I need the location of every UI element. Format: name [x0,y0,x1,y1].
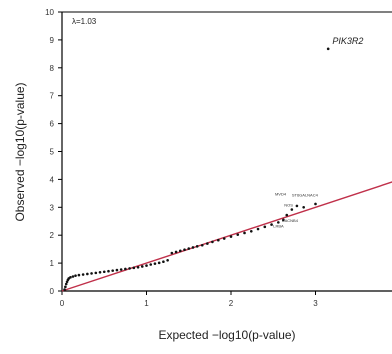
data-point [229,235,233,238]
y-ticks: 0 1 2 3 4 5 6 7 8 9 10 [45,8,62,296]
data-point [174,250,178,254]
x-ticks: 0 1 2 3 [60,291,318,308]
data-point [153,262,157,265]
data-point [157,261,161,265]
gene-label: LRBA [273,223,284,228]
data-point [166,259,169,262]
expected-reference-line [61,181,392,292]
data-point [107,269,110,273]
data-point [256,227,260,231]
data-point [243,231,246,235]
data-point [236,233,240,236]
y-tick-label: 1 [50,259,55,268]
data-point [136,265,140,269]
y-tick-label: 2 [50,231,55,240]
data-point [102,270,106,274]
y-tick-label: 7 [50,92,55,101]
data-point [326,47,330,51]
data-point [119,268,123,271]
data-point [314,202,317,206]
data-point [170,251,174,255]
gene-label: PIK3R2 [332,36,363,46]
data-point [115,268,119,272]
gene-label: ST6GALNAC4 [292,193,319,198]
data-point [263,225,267,229]
y-tick-label: 9 [50,36,55,45]
data-point [191,246,195,249]
data-point [63,288,66,291]
y-tick-label: 0 [50,287,55,296]
y-tick-label: 5 [50,148,55,157]
y-tick-label: 6 [50,120,55,129]
data-point [249,229,253,233]
data-point [149,263,153,266]
data-point [282,218,285,222]
data-point [90,272,93,275]
y-tick-label: 10 [45,8,54,17]
data-point [162,260,165,264]
data-point [145,264,148,267]
data-point [77,273,81,277]
lambda-label: λ=1.03 [72,17,97,26]
data-point [86,272,89,276]
data-point [64,282,68,286]
data-point [222,237,226,240]
data-point [179,249,182,253]
data-point [195,245,199,248]
gene-label: NOS [284,203,293,208]
x-tick-label: 0 [60,299,65,308]
data-point [94,271,98,275]
y-tick-label: 3 [50,203,55,212]
data-point [200,243,204,247]
x-tick-label: 3 [313,299,318,308]
data-point [290,208,294,211]
y-tick-label: 4 [50,175,55,184]
data-point [183,248,186,252]
y-tick-label: 8 [50,64,55,73]
data-point [270,223,273,226]
data-point [111,269,114,272]
data-point [64,285,67,289]
y-axis-label: Observed −log10(p-value) [13,82,27,221]
data-point [69,276,72,279]
data-point [71,275,75,278]
data-point [211,240,214,244]
x-tick-label: 1 [144,299,149,308]
data-point [98,271,102,274]
data-point [187,247,191,250]
x-axis-label: Expected −log10(p-value) [158,328,295,342]
data-points [63,47,330,291]
data-point [285,213,289,217]
data-point [302,206,305,209]
data-point [295,204,299,208]
data-point [81,273,85,276]
data-point [277,221,280,224]
data-point [140,265,144,268]
data-point [206,242,209,245]
axes [61,11,392,292]
data-point [132,266,136,270]
x-tick-label: 2 [229,299,234,308]
data-point [217,238,220,242]
data-point [128,267,131,270]
data-point [124,267,127,271]
gene-label: CACNB4 [282,218,299,223]
data-point [65,280,69,284]
data-point [74,274,77,277]
gene-label: MVD4 [275,192,287,197]
